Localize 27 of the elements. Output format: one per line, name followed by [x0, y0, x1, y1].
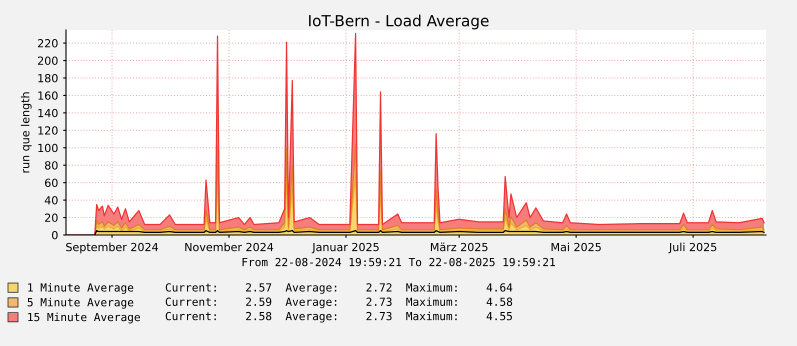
legend-label: 15 Minute Average	[28, 312, 140, 324]
y-tick-label: 0	[52, 230, 58, 240]
text: From 22-08-2024 19:59:21 To 22-08-2025 19:59:21	[242, 258, 555, 266]
y-tick-label: 100	[38, 144, 58, 152]
y-tick-label: 120	[38, 126, 58, 135]
y-tick-label: 80	[44, 161, 58, 170]
x-tick-label: Januar 2025	[312, 242, 379, 254]
legend-label: 1 Minute Average	[28, 283, 134, 294]
text: Current: 2.57 Average: 2.72 Maximum: 4.64	[166, 283, 512, 294]
y-tick-label: 180	[38, 74, 58, 82]
chart-title: IoT-Bern - Load Average	[309, 14, 489, 30]
x-tick-label: Mai 2025	[552, 242, 601, 252]
y-tick-label: 60	[45, 178, 58, 188]
y-tick-label: 220	[38, 39, 58, 48]
y-tick-label: 160	[38, 91, 58, 100]
y-tick-label: 40	[44, 196, 58, 204]
text: Current: 2.59 Average: 2.73 Maximum: 4.58	[166, 297, 512, 308]
legend-label: 5 Minute Average	[28, 298, 134, 309]
y-tick-label: 200	[38, 56, 58, 65]
y-tick-label: 20	[45, 214, 58, 222]
x-tick-label: März 2025	[430, 242, 488, 252]
y-axis-title: run que length	[20, 92, 32, 173]
y-tick-label: 140	[38, 108, 58, 118]
text: Current: 2.58 Average: 2.73 Maximum: 4.55	[166, 312, 512, 323]
x-tick-label: November 2024	[185, 242, 274, 252]
x-tick-label: September 2024	[66, 242, 158, 254]
x-tick-label: Juli 2025	[668, 242, 716, 254]
